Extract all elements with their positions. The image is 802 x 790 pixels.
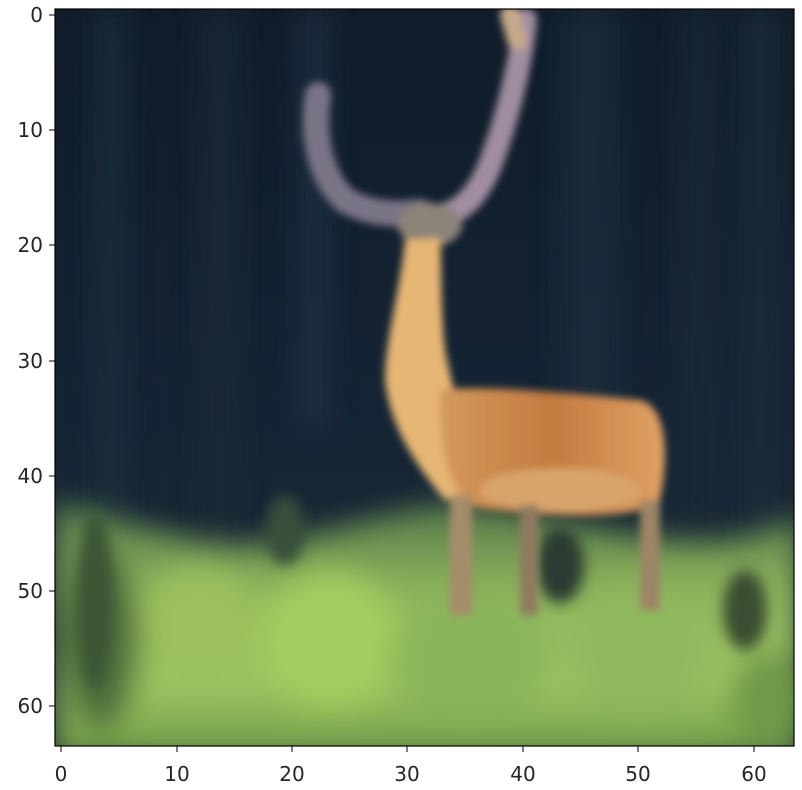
y-tick-label: 20 xyxy=(18,233,43,257)
x-tick-label: 0 xyxy=(55,762,68,786)
x-axis: 0 10 20 30 40 50 60 xyxy=(55,746,767,786)
x-tick-label: 20 xyxy=(279,762,304,786)
x-tick-label: 60 xyxy=(741,762,766,786)
x-tick-label: 10 xyxy=(164,762,189,786)
y-tick-label: 10 xyxy=(18,118,43,142)
x-tick-label: 50 xyxy=(625,762,650,786)
deer-photo xyxy=(55,9,794,746)
y-tick-label: 0 xyxy=(30,3,43,27)
y-tick-label: 30 xyxy=(18,349,43,373)
axes-frame xyxy=(54,8,795,747)
x-tick-label: 40 xyxy=(510,762,535,786)
y-tick-label: 40 xyxy=(18,464,43,488)
y-axis: 0 10 20 30 40 50 60 xyxy=(18,3,55,718)
x-tick-label: 30 xyxy=(394,762,419,786)
y-tick-label: 60 xyxy=(18,694,43,718)
y-tick-label: 50 xyxy=(18,579,43,603)
